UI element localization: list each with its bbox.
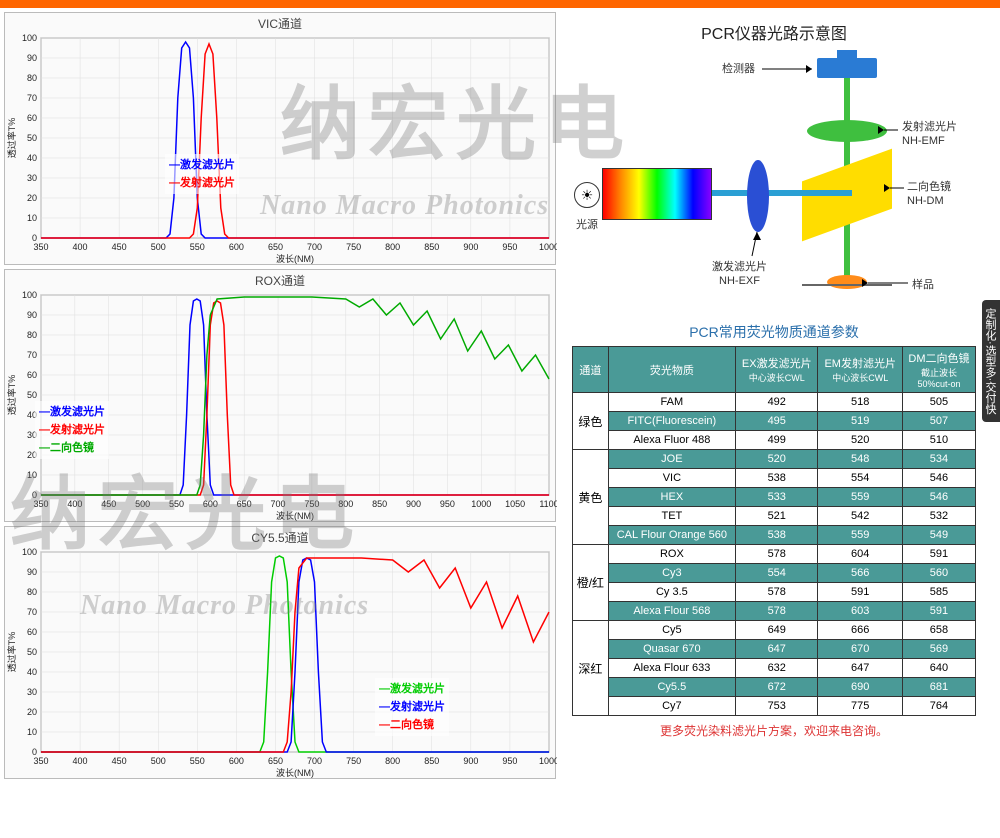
footer-note: 更多荧光染料滤光片方案，欢迎来电咨询。 (566, 722, 982, 739)
svg-text:450: 450 (101, 499, 116, 509)
svg-text:500: 500 (135, 499, 150, 509)
svg-text:100: 100 (22, 291, 37, 300)
svg-text:600: 600 (203, 499, 218, 509)
param-table-title: PCR常用荧光物质通道参数 (566, 322, 982, 342)
svg-text:950: 950 (502, 756, 517, 766)
charts-column: VIC通道01020304050607080901003504004505005… (0, 8, 562, 838)
svg-text:波长(NM): 波长(NM) (276, 767, 314, 778)
svg-text:350: 350 (33, 242, 48, 252)
svg-text:50: 50 (27, 647, 37, 657)
svg-text:1000: 1000 (539, 242, 557, 252)
svg-text:850: 850 (372, 499, 387, 509)
svg-text:500: 500 (151, 242, 166, 252)
svg-text:750: 750 (304, 499, 319, 509)
svg-text:650: 650 (237, 499, 252, 509)
svg-text:800: 800 (385, 756, 400, 766)
svg-text:550: 550 (190, 242, 205, 252)
top-accent-bar (0, 0, 1000, 8)
svg-text:600: 600 (229, 756, 244, 766)
svg-text:90: 90 (27, 567, 37, 577)
svg-text:700: 700 (307, 756, 322, 766)
svg-text:900: 900 (463, 756, 478, 766)
svg-text:700: 700 (271, 499, 286, 509)
svg-text:70: 70 (27, 350, 37, 360)
svg-text:400: 400 (67, 499, 82, 509)
svg-text:40: 40 (27, 153, 37, 163)
svg-text:550: 550 (169, 499, 184, 509)
svg-text:700: 700 (307, 242, 322, 252)
chart-rox: ROX通道01020304050607080901003504004505005… (4, 269, 556, 522)
svg-text:20: 20 (27, 193, 37, 203)
svg-text:950: 950 (502, 242, 517, 252)
svg-text:10: 10 (27, 727, 37, 737)
svg-text:950: 950 (440, 499, 455, 509)
svg-text:透过率T%: 透过率T% (6, 375, 17, 416)
svg-text:10: 10 (27, 470, 37, 480)
svg-text:80: 80 (27, 330, 37, 340)
param-table: 通道荧光物质EX激发滤光片中心波长CWLEM发射滤光片中心波长CWLDM二向色镜… (572, 346, 976, 716)
svg-text:波长(NM): 波长(NM) (276, 510, 314, 521)
svg-text:450: 450 (112, 242, 127, 252)
chart-vic: VIC通道01020304050607080901003504004505005… (4, 12, 556, 265)
svg-text:透过率T%: 透过率T% (6, 118, 17, 159)
svg-text:100: 100 (22, 34, 37, 43)
svg-text:400: 400 (73, 242, 88, 252)
info-column: PCR仪器光路示意图 ☀检测器发射滤光片NH-EMF二向色镜NH-DM样品激发滤… (562, 8, 982, 838)
optical-diagram: ☀检测器发射滤光片NH-EMF二向色镜NH-DM样品激发滤光片NH-EXF光源 (572, 50, 976, 310)
svg-text:1000: 1000 (471, 499, 491, 509)
svg-text:100: 100 (22, 548, 37, 557)
svg-text:850: 850 (424, 756, 439, 766)
svg-text:70: 70 (27, 93, 37, 103)
svg-text:650: 650 (268, 756, 283, 766)
svg-text:400: 400 (73, 756, 88, 766)
diagram-title: PCR仪器光路示意图 (566, 20, 982, 44)
svg-text:1050: 1050 (505, 499, 525, 509)
svg-text:10: 10 (27, 213, 37, 223)
svg-text:750: 750 (346, 756, 361, 766)
svg-text:900: 900 (406, 499, 421, 509)
svg-text:90: 90 (27, 310, 37, 320)
svg-text:350: 350 (33, 499, 48, 509)
svg-text:60: 60 (27, 370, 37, 380)
side-tab: 定制化·选型多·交付快 (982, 300, 1000, 422)
svg-text:50: 50 (27, 133, 37, 143)
svg-text:透过率T%: 透过率T% (6, 632, 17, 673)
svg-text:500: 500 (151, 756, 166, 766)
svg-text:350: 350 (33, 756, 48, 766)
svg-text:800: 800 (385, 242, 400, 252)
svg-text:50: 50 (27, 390, 37, 400)
svg-text:40: 40 (27, 667, 37, 677)
svg-text:750: 750 (346, 242, 361, 252)
svg-text:70: 70 (27, 607, 37, 617)
svg-text:30: 30 (27, 687, 37, 697)
svg-text:20: 20 (27, 707, 37, 717)
svg-text:60: 60 (27, 113, 37, 123)
svg-text:600: 600 (229, 242, 244, 252)
svg-text:80: 80 (27, 587, 37, 597)
svg-text:1100: 1100 (539, 499, 557, 509)
svg-text:波长(NM): 波长(NM) (276, 253, 314, 264)
svg-text:900: 900 (463, 242, 478, 252)
svg-text:30: 30 (27, 173, 37, 183)
svg-text:650: 650 (268, 242, 283, 252)
svg-text:850: 850 (424, 242, 439, 252)
svg-text:1000: 1000 (539, 756, 557, 766)
svg-text:550: 550 (190, 756, 205, 766)
svg-text:450: 450 (112, 756, 127, 766)
svg-text:60: 60 (27, 627, 37, 637)
svg-text:90: 90 (27, 53, 37, 63)
svg-text:80: 80 (27, 73, 37, 83)
svg-text:800: 800 (338, 499, 353, 509)
chart-cy55: CY5.5通道010203040506070809010035040045050… (4, 526, 556, 779)
